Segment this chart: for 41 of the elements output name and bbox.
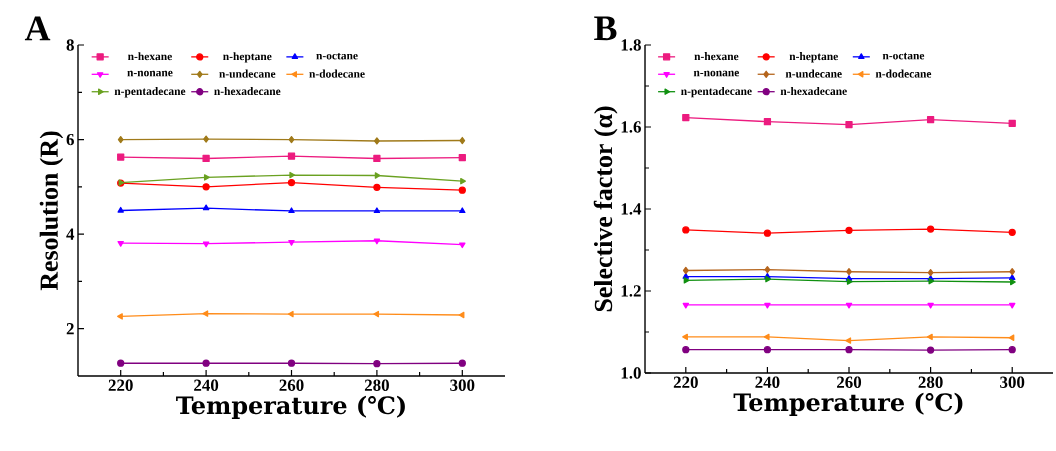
legend-label: n-dodecane bbox=[875, 69, 932, 78]
legend-label: n-heptane bbox=[789, 52, 838, 63]
legend-label: n-nonane bbox=[693, 70, 739, 77]
y-tick-label: 1.2 bbox=[621, 285, 641, 297]
y-tick-label: 1.4 bbox=[621, 203, 642, 215]
x-tick-label: 240 bbox=[194, 379, 219, 391]
y-tick-label: 8 bbox=[66, 39, 74, 51]
x-tick-label: 280 bbox=[364, 379, 389, 391]
y-axis-title: Selective factor (α) bbox=[593, 106, 618, 312]
legend-label: n-octane bbox=[882, 52, 925, 60]
legend-label: n-pentadecane bbox=[114, 87, 186, 98]
x-tick-label: 240 bbox=[755, 376, 780, 388]
legend-label: n-undecane bbox=[219, 69, 276, 78]
x-tick-label: 300 bbox=[450, 379, 475, 391]
x-tick-label: 260 bbox=[837, 376, 862, 388]
legend-label: n-hexane bbox=[127, 52, 172, 61]
y-tick-label: 4 bbox=[66, 228, 75, 240]
x-axis-title: Temperature (℃) bbox=[733, 392, 963, 416]
y-tick-label: 1.0 bbox=[621, 367, 641, 379]
chart-title: B bbox=[594, 16, 617, 41]
legend-label: n-hexadecane bbox=[214, 87, 281, 96]
legend-label: n-octane bbox=[316, 52, 358, 60]
y-tick-label: 2 bbox=[66, 323, 74, 335]
y-axis-title: Resolution (R) bbox=[39, 131, 64, 291]
legend-label: n-undecane bbox=[785, 69, 842, 78]
y-tick-label: 1.8 bbox=[621, 39, 641, 51]
legend-label: n-dodecane bbox=[309, 69, 365, 78]
legend-label: n-nonane bbox=[127, 70, 173, 77]
legend-label: n-heptane bbox=[223, 52, 272, 63]
legend-label: n-hexadecane bbox=[780, 86, 847, 96]
y-tick-label: 6 bbox=[66, 133, 74, 146]
x-tick-label: 260 bbox=[279, 379, 304, 391]
x-tick-label: 280 bbox=[918, 376, 943, 388]
y-tick-label: 1.6 bbox=[621, 121, 641, 133]
x-axis-title: Temperature (℃) bbox=[176, 395, 405, 419]
legend-label: n-pentadecane bbox=[681, 86, 752, 98]
x-tick-label: 220 bbox=[673, 376, 698, 388]
x-tick-label: 220 bbox=[108, 379, 133, 391]
legend-label: n-hexane bbox=[694, 52, 739, 61]
chart-title: A bbox=[24, 16, 51, 41]
x-tick-label: 300 bbox=[1000, 376, 1025, 388]
